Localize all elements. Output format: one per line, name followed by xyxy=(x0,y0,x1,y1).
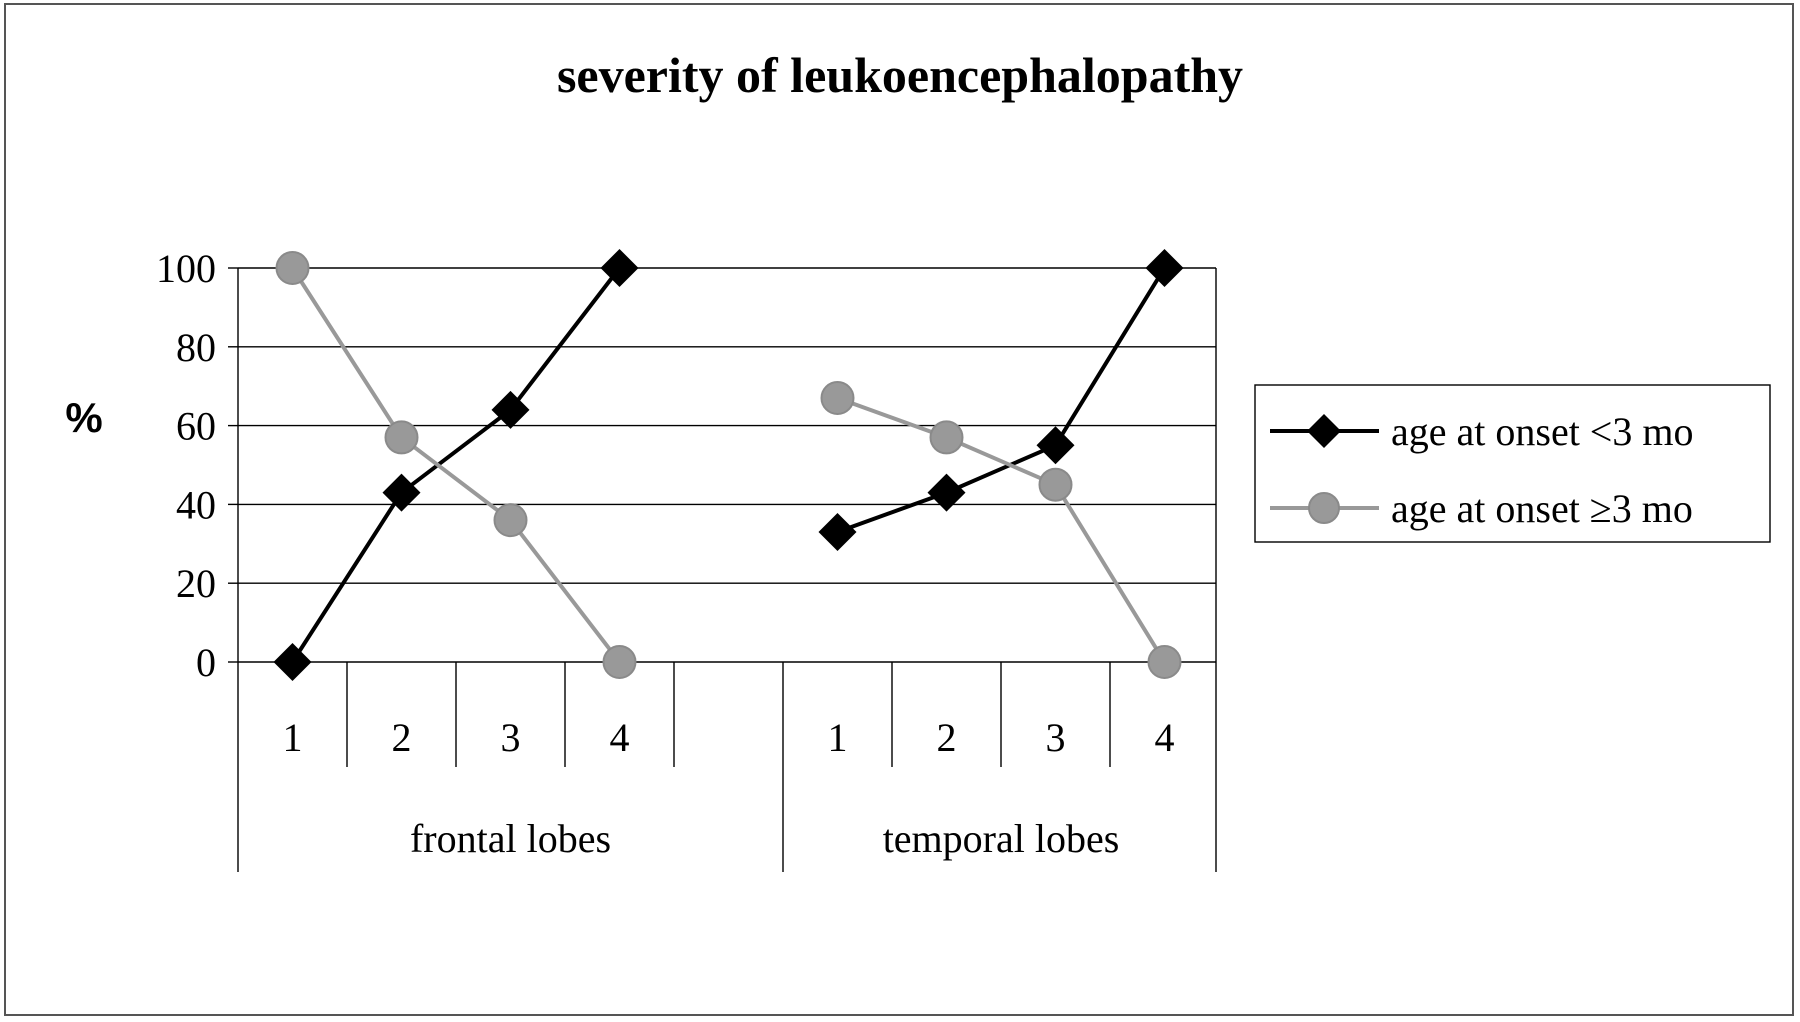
legend-marker-circle xyxy=(1308,492,1340,524)
axes xyxy=(228,267,1217,872)
y-tick-label: 80 xyxy=(176,325,216,370)
x-tick-label: 1 xyxy=(828,715,848,760)
data-point-circle xyxy=(1038,467,1073,502)
data-point-diamond xyxy=(927,473,966,512)
data-point-diamond xyxy=(273,643,312,681)
series-line-1 xyxy=(836,266,1167,534)
data-point-circle xyxy=(1147,645,1182,679)
data-point-diamond xyxy=(491,390,530,429)
legend: age at onset <3 mo age at onset ≥3 mo xyxy=(1254,384,1771,543)
x-tick-label: 1 xyxy=(283,715,303,760)
series-line-1 xyxy=(290,266,622,664)
x-tick-label: 3 xyxy=(1046,715,1066,760)
y-axis-label: % xyxy=(65,394,102,441)
x-tick-label: 3 xyxy=(501,715,521,760)
data-point-diamond xyxy=(818,512,857,551)
y-tick-label: 60 xyxy=(176,404,216,449)
x-tick-label: 2 xyxy=(392,715,412,760)
data-point-diamond xyxy=(382,473,421,512)
x-tick-label: 4 xyxy=(1155,715,1175,760)
legend-label-1: age at onset <3 mo xyxy=(1391,409,1693,454)
chart-title: severity of leukoencephalopathy xyxy=(557,47,1243,103)
x-group-label: temporal lobes xyxy=(883,816,1120,861)
data-point-circle xyxy=(602,645,637,679)
y-tick-label: 0 xyxy=(196,640,216,685)
x-tick-label: 2 xyxy=(937,715,957,760)
x-group-label: frontal lobes xyxy=(410,816,611,861)
y-tick-label: 20 xyxy=(176,561,216,606)
gridlines xyxy=(238,267,1216,663)
legend-box xyxy=(1254,384,1771,543)
series-lines xyxy=(290,266,1167,664)
series-line-2 xyxy=(290,266,622,664)
series-line-2 xyxy=(836,396,1167,664)
data-point-circle xyxy=(275,251,310,285)
data-point-circle xyxy=(384,420,419,455)
data-point-diamond xyxy=(1145,249,1184,287)
data-point-circle xyxy=(493,503,528,538)
tick-labels: 0 20 40 60 80 100 1 2 3 4 frontal lobes 1 2 3 4 tempora… xyxy=(156,246,1175,861)
data-point-diamond xyxy=(600,249,639,287)
data-markers xyxy=(273,249,1184,681)
legend-marker-diamond xyxy=(1307,414,1341,448)
y-tick-label: 100 xyxy=(156,246,216,291)
legend-label-2: age at onset ≥3 mo xyxy=(1391,486,1693,531)
data-point-circle xyxy=(929,420,964,455)
data-point-diamond xyxy=(1036,426,1075,465)
x-tick-label: 4 xyxy=(610,715,630,760)
data-point-circle xyxy=(820,381,855,416)
y-tick-label: 40 xyxy=(176,482,216,527)
